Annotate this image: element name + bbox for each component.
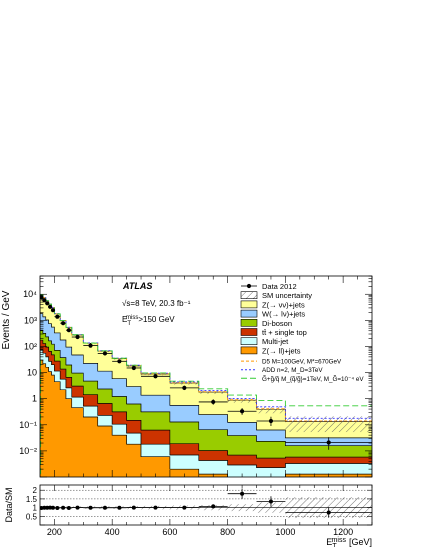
ratio-point <box>211 504 216 509</box>
legend-label-z_vv: Z(→ νν)+jets <box>262 300 305 309</box>
data-point <box>102 351 108 356</box>
legend-swatch-ttbar_top <box>240 328 258 336</box>
energy-lumi-label: √s=8 TeV, 20.3 fb⁻¹ <box>122 299 191 308</box>
data-point <box>48 304 53 309</box>
legend-label-diboson: Di-boson <box>262 319 292 328</box>
ratio-point <box>48 505 53 510</box>
main-x-ticks <box>54 276 373 477</box>
legend-label-w_lv: W(→ lν)+jets <box>262 310 305 319</box>
x-axis-label: ETmiss [GeV] <box>326 537 372 547</box>
data-point <box>50 308 56 313</box>
y-tick-label: 10⁻¹ <box>19 420 37 430</box>
x-tick-label: 200 <box>47 527 62 537</box>
legend-label-multijet: Multi-jet <box>262 337 289 346</box>
ratio-point <box>131 505 136 510</box>
atlas-label: ATLAS <box>122 281 152 291</box>
ratio-point <box>66 505 71 510</box>
legend-swatch-z_vv <box>240 300 258 309</box>
legend-swatch-w_lv <box>240 309 258 318</box>
ratio-point <box>182 505 187 510</box>
x-tick-label: 600 <box>162 527 177 537</box>
legend-label-ttbar_top: tt̄ + single top <box>262 328 307 337</box>
data-point <box>239 409 245 414</box>
ratio-y-tick-label: 2 <box>33 486 38 495</box>
x-tick-label: 800 <box>220 527 235 537</box>
ratio-y-label: Data/SM <box>4 487 14 522</box>
ratio-point <box>268 499 273 504</box>
sm-uncertainty-bin <box>83 342 98 345</box>
ratio-point <box>153 505 158 510</box>
legend-swatch-diboson <box>240 318 258 327</box>
x-tick-label: 1200 <box>333 527 353 537</box>
ratio-point <box>102 505 107 510</box>
ratio-points <box>40 488 372 518</box>
y-tick-label: 10² <box>24 341 37 351</box>
ratio-point <box>61 505 66 510</box>
ratio-y-tick-label: 0.5 <box>26 512 38 521</box>
main-y-axis: 10⁻² 10⁻¹ 1 10 10² 10³ 10⁴ <box>19 275 372 478</box>
ratio-point <box>88 505 93 510</box>
stacked-backgrounds <box>40 294 372 477</box>
legend-uncertainty-swatch <box>240 291 258 300</box>
legend-swatch-z_ll <box>240 346 258 355</box>
data-point <box>75 334 80 340</box>
ratio-x-axis: 200 400 600 800 1000 1200 <box>47 485 373 537</box>
data-point <box>60 321 66 326</box>
data-point <box>42 298 47 303</box>
ratio-point <box>240 491 245 496</box>
legend-data-marker <box>246 283 252 289</box>
y-tick-label: 10³ <box>24 315 37 325</box>
sm-uncertainty-bin <box>227 398 257 403</box>
data-point <box>88 343 93 348</box>
data-point <box>45 301 50 306</box>
data-point <box>66 328 71 333</box>
selection-label: ETmiss>150 GeV <box>122 315 175 327</box>
signal-curves <box>40 294 372 477</box>
ratio-y-tick-label: 1 <box>33 504 38 513</box>
y-tick-label: 1 <box>32 394 37 404</box>
ratio-y-tick-label: 1.5 <box>26 495 38 504</box>
data-point <box>211 399 216 405</box>
ratio-panel: 0.511.52 200 400 600 800 1000 1200 Data/SM ET… <box>4 484 373 547</box>
x-tick-label: 400 <box>105 527 120 537</box>
data-point <box>182 385 187 390</box>
sm-uncertainty-bin <box>198 390 228 394</box>
main-y-label: Events / GeV <box>1 290 12 349</box>
legend-signal-label-0: D5 M=100GeV, M*=670GeV <box>262 359 342 366</box>
data-point <box>117 359 122 364</box>
legend-uncertainty-label: SM uncertainty <box>262 291 312 300</box>
data-point <box>55 314 60 319</box>
ratio-point <box>55 505 60 510</box>
sm-uncertainty-bin <box>285 416 372 433</box>
legend-signal-label-1: ADD n=2, M_D=3TeV <box>262 367 323 374</box>
data-points <box>40 295 372 450</box>
ratio-point <box>45 505 50 510</box>
y-tick-label: 10⁴ <box>23 289 37 299</box>
legend-signal-label-2: G̃+g̃/q̃ M_{q̃/g̃}=1TeV, M_G̃=10⁻⁴ eV <box>262 375 364 383</box>
x-tick-label: 1000 <box>275 527 295 537</box>
data-point <box>131 365 136 371</box>
ratio-point <box>50 505 55 510</box>
ratio-y-axis: 0.511.52 <box>26 486 372 526</box>
sm-uncertainty-bin <box>141 372 170 376</box>
data-point <box>153 374 158 379</box>
legend-swatch-multijet <box>240 337 258 346</box>
data-point <box>326 440 331 445</box>
legend-data-label: Data 2012 <box>262 282 297 291</box>
signal-curve-2 <box>40 294 372 407</box>
sm-uncertainty-bin <box>256 406 286 414</box>
ratio-point <box>117 505 122 510</box>
y-tick-label: 10⁻² <box>19 446 37 456</box>
ratio-point <box>326 510 331 515</box>
legend-label-z_ll: Z(→ ll)+jets <box>262 346 301 355</box>
ratio-point <box>75 505 80 510</box>
data-point <box>268 418 274 424</box>
y-tick-label: 10 <box>27 368 37 378</box>
ratio-frame <box>39 484 373 526</box>
